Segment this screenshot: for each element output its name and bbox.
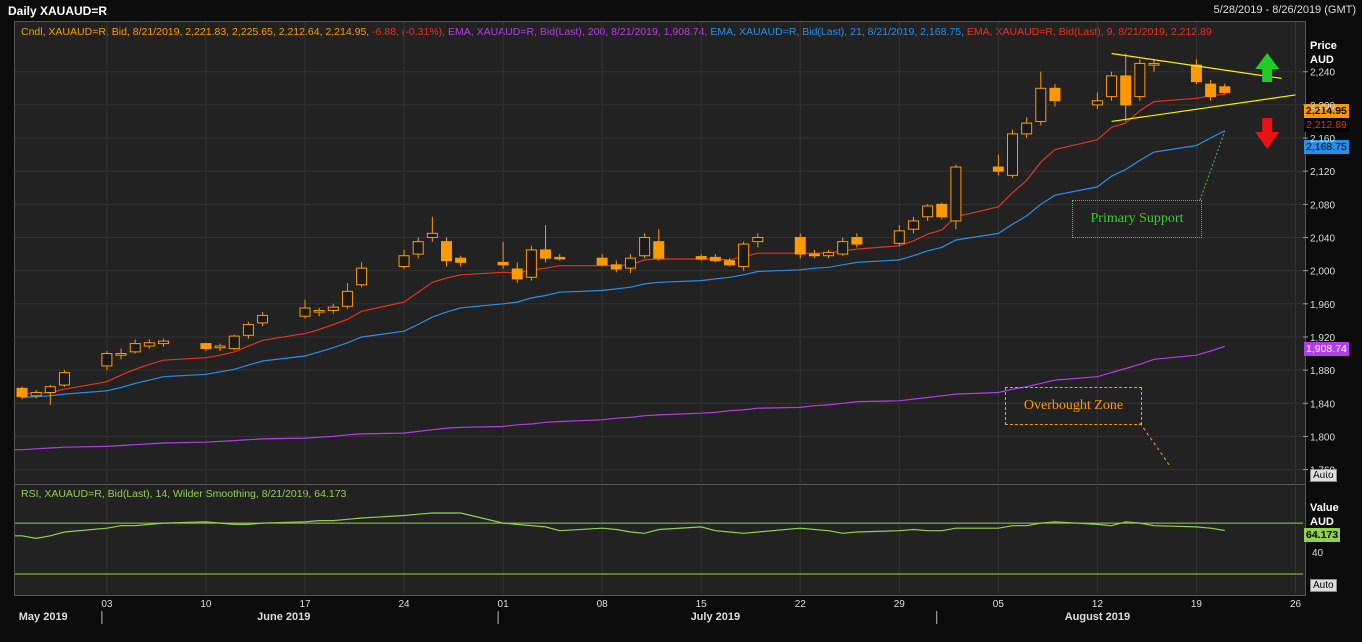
ema200-price-label: 1,908.74 [1304, 342, 1349, 356]
time-tick-label: 05 [993, 599, 1005, 610]
primary-support-label: Primary Support [1090, 211, 1184, 226]
time-tick-label: 29 [894, 599, 906, 610]
chart-title: Daily XAUAUD=R [8, 4, 108, 18]
ema9-legend-text: EMA, XAUAUD=R, Bid(Last), 9, 8/21/2019, … [966, 26, 1212, 38]
time-tick-label: 08 [597, 599, 609, 610]
rsi-legend: RSI, XAUAUD=R, Bid(Last), 14, Wilder Smo… [21, 488, 346, 500]
time-tick-label: 19 [1191, 599, 1203, 610]
time-tick-label: 26 [1290, 599, 1302, 610]
ema200-legend-text: EMA, XAUAUD=R, Bid(Last), 200, 8/21/2019… [448, 26, 708, 38]
price-tick-label: 2,040 [1310, 233, 1335, 244]
time-tick-label: 24 [398, 599, 410, 610]
candle-legend-text: Cndl, XAUAUD=R, Bid, 8/21/2019, 2,221.83… [21, 26, 370, 38]
rsi-value-label: 64.173 [1304, 528, 1341, 542]
month-label: July 2019 [691, 611, 741, 623]
time-tick-label: 22 [795, 599, 807, 610]
month-label: June 2019 [257, 611, 310, 623]
ema21-price-label: 2,168.75 [1304, 140, 1349, 154]
time-tick-label: 12 [1092, 599, 1104, 610]
rsi-legend-text: RSI, XAUAUD=R, Bid(Last), 14, Wilder Smo… [21, 488, 347, 500]
price-axis-unit: AUD [1310, 54, 1334, 66]
price-tick-label: 1,840 [1310, 399, 1335, 410]
price-tick-label: 2,000 [1310, 267, 1335, 278]
month-label: May 2019 [19, 611, 68, 623]
time-tick-label: 17 [299, 599, 311, 610]
time-tick-label: 03 [101, 599, 113, 610]
rsi-auto-button[interactable]: Auto [1310, 579, 1337, 592]
price-tick-label: 1,800 [1310, 432, 1335, 443]
primary-support-box: Primary Support [1072, 200, 1202, 238]
ema9-price-label: 2,212.89 [1304, 118, 1349, 132]
price-tick-label: 2,240 [1310, 68, 1335, 79]
value-axis-title: Value [1310, 502, 1339, 514]
time-tick-label: 01 [498, 599, 510, 610]
value-axis-unit: AUD [1310, 516, 1334, 528]
rsi-tick-label: 40 [1312, 548, 1324, 559]
rsi-panel[interactable] [14, 484, 1306, 596]
month-label: August 2019 [1065, 611, 1130, 623]
price-tick-label: 1,880 [1310, 366, 1335, 377]
overbought-zone-label: Overbought Zone [1023, 398, 1124, 413]
price-tick-label: 2,120 [1310, 167, 1335, 178]
price-axis-title: Price [1310, 40, 1337, 52]
date-range: 5/28/2019 - 8/26/2019 (GMT) [1213, 4, 1356, 16]
time-tick-label: 15 [696, 599, 708, 610]
time-tick-label: 10 [200, 599, 212, 610]
last-price-label: 2,214.95 [1304, 104, 1349, 118]
candle-legend: Cndl, XAUAUD=R, Bid, 8/21/2019, 2,221.83… [21, 26, 1212, 38]
candle-legend-change: -6.88, (-0.31%), [372, 26, 446, 38]
price-auto-button[interactable]: Auto [1310, 469, 1337, 482]
ema21-legend-text: EMA, XAUAUD=R, Bid(Last), 21, 8/21/2019,… [710, 26, 964, 38]
price-tick-label: 2,080 [1310, 200, 1335, 211]
overbought-zone-box: Overbought Zone [1005, 387, 1142, 425]
price-tick-label: 1,960 [1310, 300, 1335, 311]
